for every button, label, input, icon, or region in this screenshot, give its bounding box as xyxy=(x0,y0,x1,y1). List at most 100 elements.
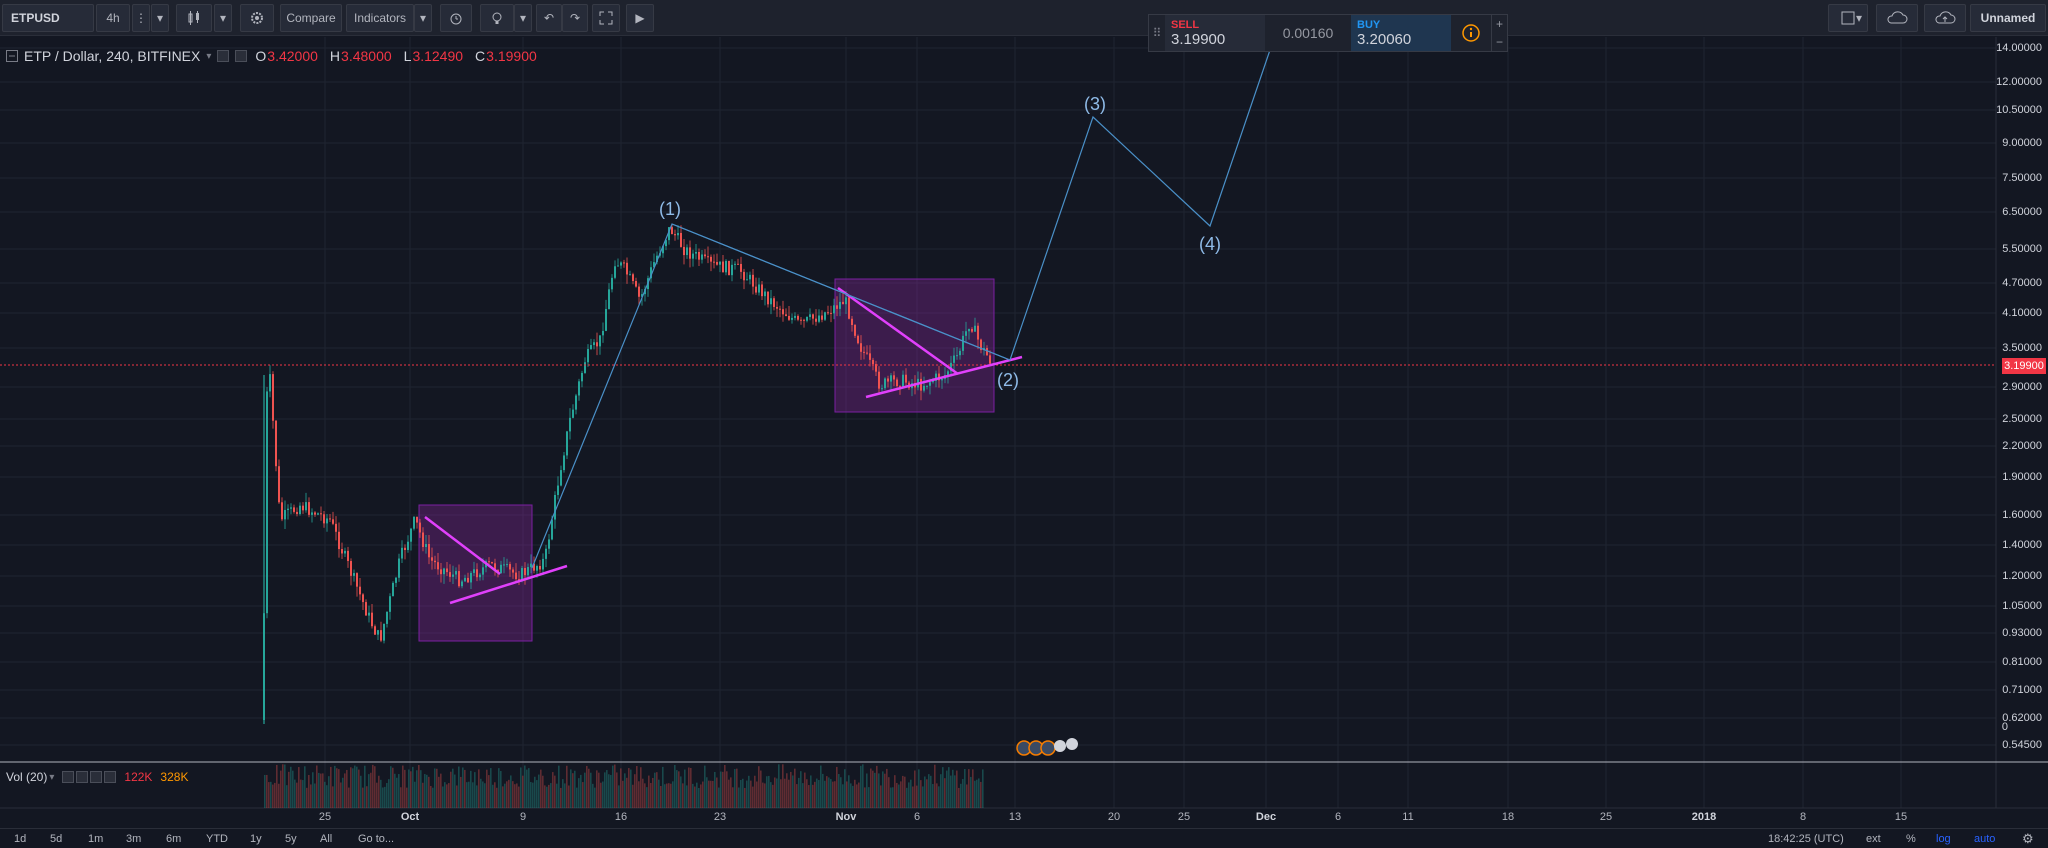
layout-name-button[interactable]: Unnamed xyxy=(1970,4,2046,32)
wave-label-1[interactable]: (1) xyxy=(659,199,681,219)
scale-settings-gear-icon[interactable]: ⚙ xyxy=(2022,831,2034,846)
buy-button[interactable]: BUY 3.20060 xyxy=(1351,15,1451,51)
redo-icon[interactable]: ↷ xyxy=(562,4,588,32)
candlestick-series xyxy=(263,223,991,724)
volume-bar xyxy=(886,768,888,808)
settings-small-icon[interactable] xyxy=(217,50,230,62)
undo-icon[interactable]: ↶ xyxy=(536,4,562,32)
triangle-1-lower-line[interactable] xyxy=(449,564,568,605)
candle-body xyxy=(668,227,670,241)
volume-bar xyxy=(284,764,286,808)
info-icon[interactable] xyxy=(1451,15,1491,51)
price-chart[interactable]: (1) (2) (3) (4) xyxy=(0,0,2048,828)
time-tick-label: 15 xyxy=(1894,811,1908,823)
volume-settings-icon[interactable] xyxy=(62,771,75,783)
layout-dropdown-icon[interactable]: ▾ xyxy=(1855,11,1863,25)
wave-label-4[interactable]: (4) xyxy=(1199,234,1221,254)
replay-play-icon[interactable]: ▶ xyxy=(626,4,654,32)
candle-body xyxy=(389,596,391,612)
settings-gear-icon[interactable] xyxy=(240,4,274,32)
range-button-3m[interactable]: 3m xyxy=(126,833,142,845)
triangle-2-lower-line[interactable] xyxy=(865,355,1023,399)
triangle-1-upper-line[interactable] xyxy=(424,516,501,575)
candle-body xyxy=(575,395,577,410)
extended-hours-toggle[interactable]: ext xyxy=(1866,833,1881,845)
candle-body xyxy=(323,514,325,524)
log-scale-toggle[interactable]: log xyxy=(1936,833,1951,845)
elliott-wave-path[interactable] xyxy=(531,49,1271,569)
sell-button[interactable]: SELL 3.19900 xyxy=(1165,15,1265,51)
indicators-dropdown-icon[interactable]: ▾ xyxy=(414,4,432,32)
wave-label-3[interactable]: (3) xyxy=(1084,94,1106,114)
volume-controls xyxy=(62,771,117,783)
volume-bar xyxy=(900,781,902,808)
fullscreen-icon[interactable] xyxy=(592,4,620,32)
volume-bar xyxy=(368,774,370,808)
volume-close-icon[interactable] xyxy=(104,771,117,783)
idea-dropdown-icon[interactable]: ▾ xyxy=(514,4,532,32)
clock-label[interactable]: 18:42:25 (UTC) xyxy=(1768,833,1844,845)
cloud-load-icon[interactable] xyxy=(1876,4,1918,32)
event-marker-3[interactable] xyxy=(1040,740,1056,756)
range-button-1d[interactable]: 1d xyxy=(14,833,27,845)
volume-bar xyxy=(638,781,640,808)
compare-button[interactable]: Compare xyxy=(280,4,342,32)
range-button-1m[interactable]: 1m xyxy=(88,833,104,845)
more-intervals-icon[interactable]: ⋮ xyxy=(132,4,150,32)
candle-body xyxy=(599,335,601,347)
symbol-menu-chevron-icon[interactable]: ▾ xyxy=(206,50,212,62)
event-marker-4[interactable] xyxy=(1054,740,1066,752)
minus-icon[interactable]: − xyxy=(1495,35,1503,49)
percent-toggle[interactable]: % xyxy=(1906,833,1916,845)
volume-source-icon[interactable] xyxy=(76,771,89,783)
range-button-5d[interactable]: 5d xyxy=(50,833,63,845)
collapse-legend-icon[interactable] xyxy=(6,50,18,62)
range-button-5y[interactable]: 5y xyxy=(285,833,297,845)
wave-label-2[interactable]: (2) xyxy=(997,370,1019,390)
volume-bar xyxy=(814,781,816,808)
volume-menu-chevron-icon[interactable]: ▾ xyxy=(49,771,55,783)
quantity-stepper[interactable]: + − xyxy=(1491,15,1507,51)
price-tick-label: 0.71000 xyxy=(2002,684,2042,696)
indicators-button[interactable]: Indicators xyxy=(346,4,414,32)
candle-body xyxy=(938,373,940,381)
symbol-title[interactable]: ETP / Dollar, 240, BITFINEX xyxy=(24,48,201,64)
candle-body xyxy=(770,298,772,305)
trend-line[interactable] xyxy=(671,223,1011,361)
plus-icon[interactable]: + xyxy=(1495,17,1503,31)
volume-indicator-name[interactable]: Vol (20) xyxy=(6,770,48,784)
event-markers[interactable] xyxy=(1016,738,1078,756)
interval-button[interactable]: 4h xyxy=(96,4,130,32)
range-button-6m[interactable]: 6m xyxy=(166,833,182,845)
alert-clock-icon[interactable] xyxy=(440,4,472,32)
volume-bar xyxy=(620,768,622,808)
hide-series-icon[interactable] xyxy=(235,50,248,62)
volume-bar xyxy=(800,771,802,808)
range-button-all[interactable]: All xyxy=(320,833,333,845)
volume-bar xyxy=(446,784,448,808)
goto-date-button[interactable]: Go to... xyxy=(358,833,395,845)
event-marker-5[interactable] xyxy=(1066,738,1078,750)
candle-body xyxy=(545,548,547,559)
volume-bar xyxy=(710,780,712,808)
range-button-ytd[interactable]: YTD xyxy=(206,833,228,845)
range-button-1y[interactable]: 1y xyxy=(250,833,262,845)
candles-icon[interactable] xyxy=(176,4,212,32)
volume-bar xyxy=(866,773,868,808)
triangle-2-upper-line[interactable] xyxy=(837,286,959,376)
candle-body xyxy=(809,314,811,317)
cloud-save-icon[interactable] xyxy=(1924,4,1966,32)
volume-bar xyxy=(396,777,398,808)
idea-lightbulb-icon[interactable] xyxy=(480,4,514,32)
chart-type-dropdown-icon[interactable]: ▾ xyxy=(214,4,232,32)
interval-dropdown-icon[interactable]: ▾ xyxy=(151,4,169,32)
symbol-search-input[interactable]: ETPUSD xyxy=(2,4,94,32)
volume-add-icon[interactable] xyxy=(90,771,103,783)
drag-handle-icon[interactable]: ⠿ xyxy=(1152,26,1162,40)
candle-body xyxy=(368,612,370,616)
volume-bar xyxy=(766,776,768,808)
volume-bar xyxy=(634,774,636,808)
auto-scale-toggle[interactable]: auto xyxy=(1974,833,1996,845)
layout-square-icon[interactable] xyxy=(1828,4,1868,32)
open-value: 3.42000 xyxy=(267,48,318,64)
